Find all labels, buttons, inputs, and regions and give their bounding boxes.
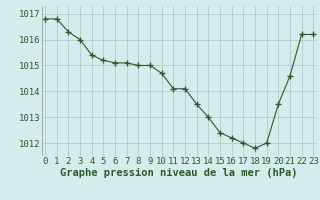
X-axis label: Graphe pression niveau de la mer (hPa): Graphe pression niveau de la mer (hPa) [60, 168, 298, 178]
